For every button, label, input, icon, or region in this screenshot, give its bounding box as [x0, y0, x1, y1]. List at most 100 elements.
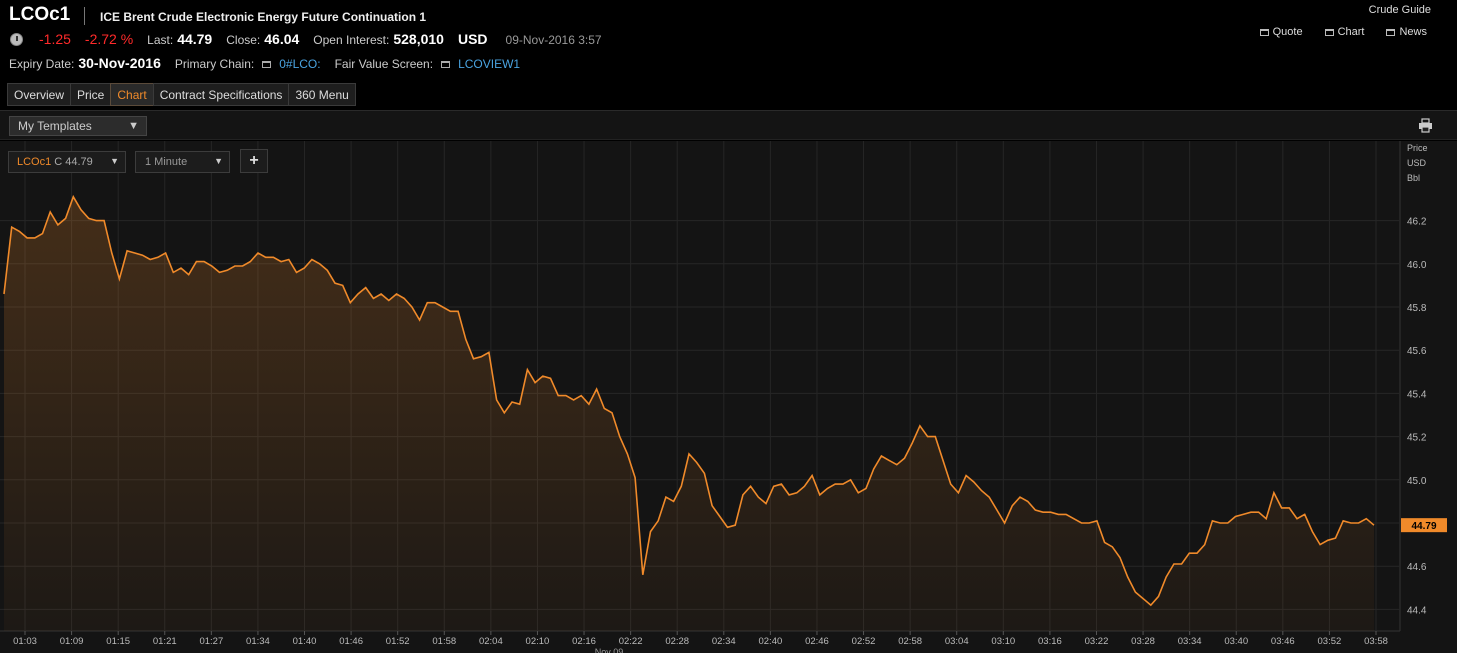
- y-tick-label: 44.6: [1407, 562, 1427, 573]
- last-value: 44.79: [177, 31, 213, 47]
- quote-row: -1.25 -2.72 % Last: 44.79 Close: 46.04 O…: [10, 31, 602, 47]
- tab-contract-specifications[interactable]: Contract Specifications: [152, 83, 290, 106]
- x-tick-label: 02:52: [852, 636, 876, 647]
- quote-icon: [1259, 28, 1269, 36]
- interval-label: 1 Minute: [145, 156, 188, 168]
- last-label: Last:: [147, 33, 174, 47]
- x-tick-label: 01:58: [432, 636, 456, 647]
- tab-price[interactable]: Price: [70, 83, 112, 106]
- x-tick-label: 02:58: [898, 636, 922, 647]
- tab-360-menu[interactable]: 360 Menu: [288, 83, 356, 106]
- fair-value-label: Fair Value Screen:: [334, 57, 434, 71]
- series-selector[interactable]: LCOc1 C 44.79 ▼: [8, 151, 126, 173]
- header-links: Quote Chart News: [1259, 26, 1427, 38]
- x-tick-label: 03:16: [1038, 636, 1062, 647]
- x-tick-label: 01:15: [106, 636, 130, 647]
- crude-guide-link[interactable]: Crude Guide: [1368, 4, 1431, 16]
- templates-label: My Templates: [18, 119, 92, 133]
- news-link-label: News: [1399, 26, 1427, 38]
- clock-icon[interactable]: [10, 33, 23, 46]
- y-axis-title: Price: [1407, 143, 1428, 153]
- x-tick-label: 01:21: [153, 636, 177, 647]
- y-tick-label: 44.4: [1407, 605, 1427, 616]
- chart-link-label: Chart: [1337, 26, 1365, 38]
- x-tick-label: 03:28: [1131, 636, 1155, 647]
- tab-overview[interactable]: Overview: [7, 83, 72, 106]
- quote-link[interactable]: Quote: [1259, 26, 1303, 38]
- x-tick-label: 01:46: [339, 636, 363, 647]
- news-link[interactable]: News: [1386, 26, 1427, 38]
- expiry-label: Expiry Date:: [9, 57, 75, 71]
- x-tick-label: 02:04: [479, 636, 503, 647]
- pct-change: -2.72 %: [84, 31, 134, 47]
- chart-link[interactable]: Chart: [1324, 26, 1365, 38]
- tab-chart[interactable]: Chart: [110, 83, 154, 106]
- last-price-marker: [1401, 518, 1447, 533]
- x-tick-label: 03:46: [1271, 636, 1295, 647]
- x-tick-label: 03:22: [1085, 636, 1109, 647]
- x-tick-label: 01:40: [293, 636, 317, 647]
- x-tick-label: 03:34: [1178, 636, 1202, 647]
- y-tick-label: 46.2: [1407, 217, 1427, 228]
- x-tick-label: 02:34: [712, 636, 736, 647]
- quote-header: LCOc1 ICE Brent Crude Electronic Energy …: [0, 0, 1457, 110]
- y-tick-label: 45.6: [1407, 346, 1427, 357]
- net-change: -1.25: [39, 31, 71, 47]
- news-icon: [1386, 28, 1396, 36]
- price-chart[interactable]: 44.444.644.845.045.245.445.645.846.046.2…: [0, 141, 1457, 653]
- close-label: Close:: [226, 33, 261, 47]
- last-price-label: 44.79: [1411, 521, 1436, 532]
- y-tick-label: 45.2: [1407, 433, 1427, 444]
- ric-code: LCOc1: [9, 4, 71, 25]
- close-value: 46.04: [264, 31, 300, 47]
- chain-label: Primary Chain:: [174, 57, 255, 71]
- x-tick-label: 03:04: [945, 636, 969, 647]
- y-tick-label: 45.0: [1407, 476, 1427, 487]
- x-tick-label: 01:03: [13, 636, 37, 647]
- chart-icon: [1324, 28, 1334, 36]
- printer-icon[interactable]: [1418, 118, 1433, 133]
- add-series-button[interactable]: +: [240, 149, 268, 173]
- instrument-description: ICE Brent Crude Electronic Energy Future…: [100, 10, 427, 24]
- y-tick-label: 45.8: [1407, 303, 1427, 314]
- x-tick-label: 02:22: [619, 636, 643, 647]
- fair-value-link[interactable]: LCOVIEW1: [458, 57, 521, 71]
- y-axis-title: USD: [1407, 158, 1427, 168]
- chevron-down-icon: ▼: [110, 156, 119, 166]
- x-tick-label: 01:09: [60, 636, 84, 647]
- x-tick-label: 02:16: [572, 636, 596, 647]
- y-tick-label: 45.4: [1407, 389, 1427, 400]
- expiry-value: 30-Nov-2016: [78, 55, 161, 71]
- chart-toolbar: My Templates ▼: [0, 110, 1457, 140]
- y-axis-title: Bbl: [1407, 173, 1420, 183]
- price-series-line: [3, 194, 1375, 607]
- timestamp: 09-Nov-2016 3:57: [505, 33, 602, 47]
- x-tick-label: 02:28: [665, 636, 689, 647]
- x-tick-label: 01:52: [386, 636, 410, 647]
- x-tick-label: 03:58: [1364, 636, 1388, 647]
- chevron-down-icon: ▼: [128, 120, 139, 132]
- x-tick-label: 01:34: [246, 636, 270, 647]
- x-tick-label: 02:10: [526, 636, 550, 647]
- chart-panel: 44.444.644.845.045.245.445.645.846.046.2…: [0, 141, 1457, 653]
- open-interest-value: 528,010: [393, 31, 444, 47]
- quote-link-label: Quote: [1272, 26, 1303, 38]
- x-tick-label: 01:27: [199, 636, 223, 647]
- templates-dropdown[interactable]: My Templates ▼: [9, 116, 147, 136]
- currency: USD: [457, 31, 488, 47]
- tab-bar: Overview Price Chart Contract Specificat…: [7, 83, 356, 106]
- series-ric: LCOc1: [17, 156, 52, 168]
- price-area-fill: [4, 196, 1374, 632]
- chevron-down-icon: ▼: [214, 156, 223, 166]
- x-tick-label: 03:10: [991, 636, 1015, 647]
- x-tick-label: 03:52: [1318, 636, 1342, 647]
- series-value: C 44.79: [54, 156, 93, 168]
- interval-selector[interactable]: 1 Minute ▼: [135, 151, 230, 173]
- chain-icon: [262, 61, 272, 68]
- primary-chain-link[interactable]: 0#LCO:: [279, 57, 321, 71]
- fair-value-icon: [441, 61, 451, 68]
- open-interest-label: Open Interest:: [313, 33, 390, 47]
- x-tick-label: 03:40: [1224, 636, 1248, 647]
- x-tick-label: 02:40: [758, 636, 782, 647]
- x-tick-label: 02:46: [805, 636, 829, 647]
